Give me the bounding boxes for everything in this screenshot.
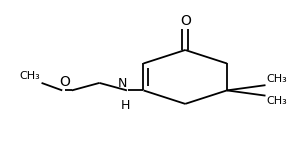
Text: CH₃: CH₃ (267, 96, 288, 106)
Text: CH₃: CH₃ (19, 71, 40, 81)
Text: O: O (180, 14, 191, 28)
Text: CH₃: CH₃ (267, 74, 288, 84)
Text: N: N (117, 77, 127, 90)
Text: O: O (59, 75, 70, 89)
Text: H: H (121, 99, 130, 112)
